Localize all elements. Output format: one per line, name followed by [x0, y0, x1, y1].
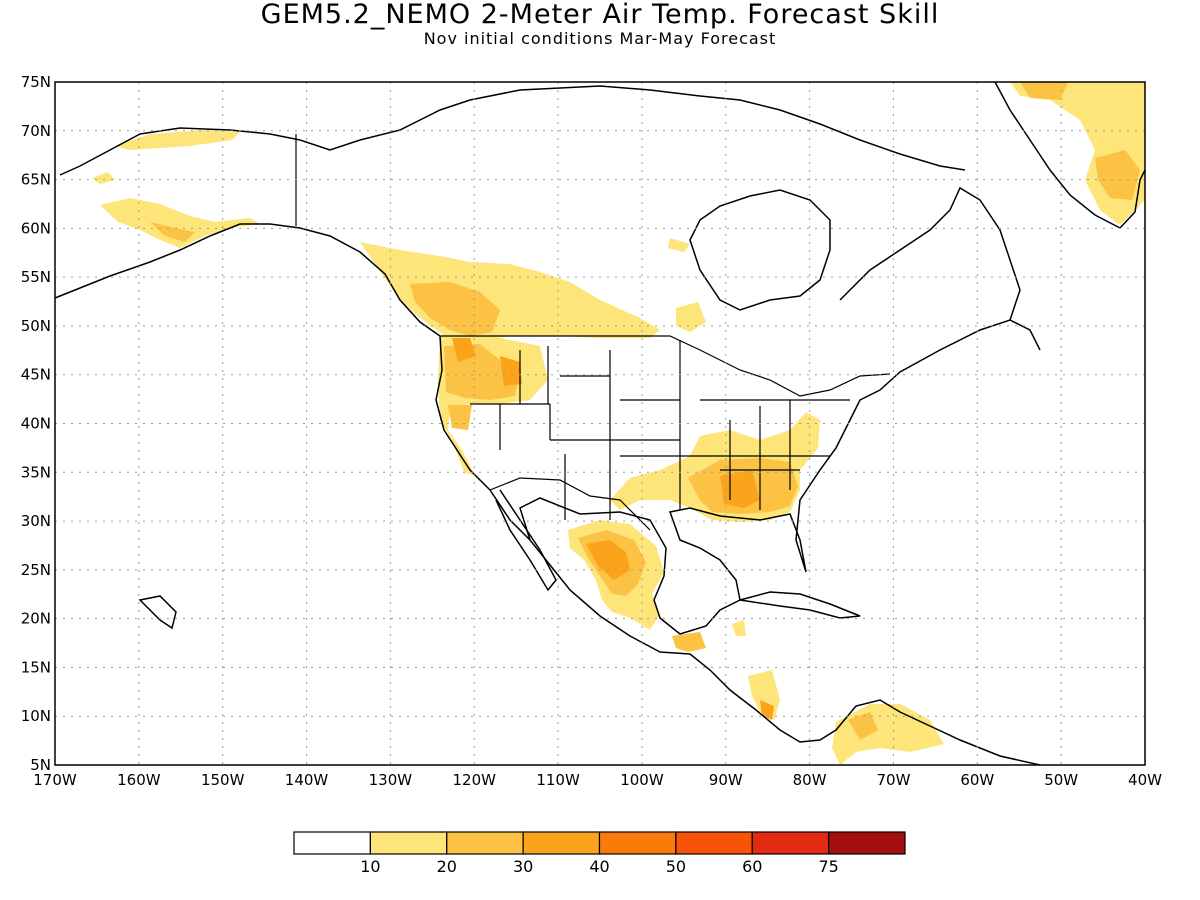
lat-label-45N: 45N	[21, 366, 51, 384]
skill-region-central-america-core	[760, 700, 774, 720]
lat-label-20N: 20N	[21, 610, 51, 628]
map-title: GEM5.2_NEMO 2-Meter Air Temp. Forecast S…	[260, 0, 940, 30]
lon-label-150W: 150W	[201, 771, 245, 789]
skill-region-bc-core	[410, 282, 500, 336]
lon-label-130W: 130W	[369, 771, 413, 789]
skill-region-california-core	[448, 405, 472, 430]
colorbar-label-60: 60	[742, 857, 762, 876]
lat-label-40N: 40N	[21, 415, 51, 433]
colorbar-swatch	[675, 831, 753, 855]
lon-label-70W: 70W	[877, 771, 911, 789]
colorbar-label-75: 75	[818, 857, 838, 876]
lon-label-100W: 100W	[620, 771, 664, 789]
skill-region-venezuela	[832, 704, 944, 765]
lon-label-140W: 140W	[285, 771, 329, 789]
lat-lon-grid	[55, 82, 1145, 765]
lon-label-110W: 110W	[536, 771, 580, 789]
latitude-labels: 75N 70N 65N 60N 55N 50N 45N 40N 35N 30N 25N 20N 15N 1…	[21, 73, 51, 774]
lat-label-30N: 30N	[21, 512, 51, 530]
lat-label-15N: 15N	[21, 658, 51, 676]
lat-label-25N: 25N	[21, 561, 51, 579]
colorbar-label-30: 30	[513, 857, 533, 876]
lon-label-120W: 120W	[452, 771, 496, 789]
political-borders	[295, 134, 891, 531]
lat-label-55N: 55N	[21, 268, 51, 286]
skill-region-idaho-core	[500, 356, 522, 386]
skill-shading	[92, 82, 1145, 765]
skill-region-cuba	[732, 620, 746, 636]
coastline-baja	[495, 489, 557, 592]
border-us-mexico	[489, 477, 651, 531]
longitude-labels: 170W 160W 150W 140W 130W 120W 110W 100W 90W 80W 70…	[33, 771, 1162, 789]
colorbar-label-50: 50	[666, 857, 686, 876]
lat-label-50N: 50N	[21, 317, 51, 335]
colorbar-label-40: 40	[589, 857, 609, 876]
lon-label-40W: 40W	[1128, 771, 1162, 789]
lon-label-80W: 80W	[793, 771, 827, 789]
colorbar: 10 20 30 40 50 60 75	[293, 831, 906, 876]
colorbar-swatch	[522, 831, 601, 855]
lat-label-65N: 65N	[21, 171, 51, 189]
state-lines	[470, 340, 850, 520]
colorbar-label-10: 10	[360, 857, 380, 876]
colorbar-swatch	[751, 831, 830, 855]
coastline-cuba	[739, 591, 861, 619]
lon-label-170W: 170W	[33, 771, 77, 789]
skill-region-alaska-north	[115, 130, 240, 150]
lon-label-50W: 50W	[1044, 771, 1078, 789]
lon-label-160W: 160W	[117, 771, 161, 789]
skill-region-alaska-south	[100, 198, 260, 248]
lat-label-35N: 35N	[21, 463, 51, 481]
lat-label-75N: 75N	[21, 73, 51, 91]
plot-frame	[54, 81, 1146, 766]
colorbar-swatch	[598, 831, 677, 855]
colorbar-swatch	[293, 831, 371, 855]
lon-label-90W: 90W	[709, 771, 743, 789]
skill-region-greenland-core	[1095, 150, 1140, 200]
lat-label-10N: 10N	[21, 707, 51, 725]
lat-label-60N: 60N	[21, 219, 51, 237]
skill-region-yucatan	[672, 632, 706, 652]
lat-label-5N: 5N	[30, 756, 51, 774]
coastline-greenland	[994, 81, 1146, 229]
skill-region-alaska-south-core	[150, 222, 195, 242]
skill-region-western-canada	[360, 242, 660, 342]
colorbar-swatch	[369, 831, 448, 855]
skill-region-mexico-hot	[586, 540, 630, 580]
skill-region-washington-core	[452, 338, 476, 362]
skill-region-colombia-core	[848, 712, 878, 740]
coastline-arctic	[59, 85, 966, 176]
skill-region-hudson	[668, 238, 690, 252]
coastline-hawaii	[138, 595, 177, 630]
lon-label-60W: 60W	[960, 771, 994, 789]
coastline-hudson-bay	[689, 189, 831, 311]
coastlines	[54, 81, 1146, 766]
skill-region-ontario	[676, 302, 706, 332]
map-subtitle: Nov initial conditions Mar-May Forecast	[423, 29, 777, 48]
lat-label-70N: 70N	[21, 122, 51, 140]
skill-region-alaska-west	[92, 172, 115, 184]
colorbar-label-20: 20	[437, 857, 457, 876]
colorbar-swatch	[446, 831, 524, 855]
colorbar-swatch	[828, 831, 906, 855]
skill-region-greenland-north	[1020, 82, 1068, 100]
coastline-north-america	[54, 223, 1041, 766]
coastline-labrador	[839, 186, 1021, 321]
